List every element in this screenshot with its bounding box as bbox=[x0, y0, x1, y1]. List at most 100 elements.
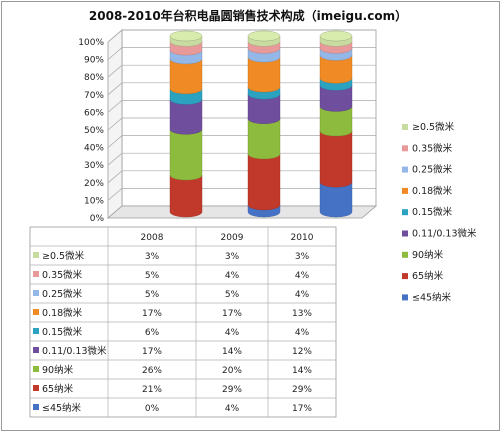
table-cell-value: 6% bbox=[145, 328, 160, 338]
table-cell-value: 12% bbox=[292, 347, 312, 357]
table-legend-swatch bbox=[33, 290, 39, 296]
legend-label: 0.15微米 bbox=[412, 206, 453, 218]
bar-stack-2009 bbox=[247, 30, 281, 218]
table-legend-swatch bbox=[33, 328, 39, 334]
x-category-label: 2009 bbox=[221, 233, 244, 243]
gridline bbox=[107, 82, 376, 96]
y-tick-label: 20% bbox=[84, 179, 104, 189]
table-legend-swatch bbox=[33, 271, 39, 277]
table-cell-value: 4% bbox=[225, 271, 240, 281]
gridline bbox=[107, 47, 376, 60]
table-cell-value: 21% bbox=[142, 385, 162, 395]
table-cell-value: 5% bbox=[225, 290, 240, 300]
table-cell-value: 20% bbox=[222, 366, 242, 376]
table-cell-value: 0% bbox=[145, 404, 160, 414]
table-cell-value: 29% bbox=[292, 385, 312, 395]
bar-top-cap-2009 bbox=[247, 30, 281, 42]
table-legend-swatch bbox=[33, 385, 39, 391]
gridline bbox=[107, 29, 376, 43]
legend-swatch bbox=[402, 124, 408, 130]
bar-stack-2008 bbox=[169, 30, 203, 218]
table-cell-value: 29% bbox=[222, 385, 242, 395]
legend: ≥0.5微米 0.35微米 0.25微米 0.18微米 0.15微米 0.11/0.13微… bbox=[402, 121, 477, 303]
gridline bbox=[107, 100, 376, 113]
chart-title: 2008-2010年台积电晶圆销售技术构成（imeigu.com） bbox=[89, 8, 407, 23]
x-category-label: 2008 bbox=[141, 233, 164, 243]
table-cell-value: 4% bbox=[295, 328, 310, 338]
legend-swatch bbox=[402, 251, 408, 258]
table-cell-value: 4% bbox=[295, 271, 310, 281]
y-tick-label: 40% bbox=[84, 144, 104, 154]
bar-segment-2009-1 bbox=[247, 153, 281, 211]
y-tick-label: 50% bbox=[84, 126, 104, 136]
table-cell-value: 5% bbox=[145, 290, 160, 300]
table-cell-value: 5% bbox=[145, 271, 160, 281]
gridline bbox=[107, 152, 376, 166]
bar-segment-2008-2 bbox=[169, 129, 203, 181]
bar-segment-2008-1 bbox=[169, 174, 203, 218]
y-tick-label: 90% bbox=[84, 56, 104, 66]
table-legend-swatch bbox=[33, 366, 39, 372]
gridline bbox=[107, 135, 376, 148]
bars bbox=[169, 30, 353, 218]
bar-segment-2009-5 bbox=[247, 57, 281, 93]
legend-swatch bbox=[402, 166, 408, 173]
bar-stack-2010 bbox=[319, 30, 353, 218]
table-row-label: 0.18微米 bbox=[42, 307, 83, 319]
table-row-label: 90纳米 bbox=[42, 364, 74, 376]
table-cell-value: 4% bbox=[225, 328, 240, 338]
y-tick-label: 30% bbox=[84, 161, 104, 171]
legend-label: ≤45纳米 bbox=[412, 291, 452, 303]
legend-swatch bbox=[402, 230, 408, 237]
table-row-label: ≤45纳米 bbox=[42, 402, 82, 414]
gridline bbox=[107, 170, 376, 184]
legend-label: 0.25微米 bbox=[412, 164, 453, 176]
table-cell-value: 17% bbox=[142, 309, 162, 319]
legend-swatch bbox=[402, 209, 408, 216]
legend-label: 0.35微米 bbox=[412, 142, 453, 154]
table-cell-value: 4% bbox=[225, 404, 240, 414]
y-tick-label: 0% bbox=[90, 214, 105, 224]
table-cell-value: 17% bbox=[292, 404, 312, 414]
legend-label: 0.18微米 bbox=[412, 185, 453, 197]
bar-segment-2008-3 bbox=[169, 99, 203, 135]
table-cell-value: 3% bbox=[295, 252, 310, 262]
table-legend-swatch bbox=[33, 404, 39, 410]
table-row-label: 0.25微米 bbox=[42, 288, 83, 300]
y-tick-label: 70% bbox=[84, 91, 104, 101]
bar-segment-2009-2 bbox=[247, 118, 281, 160]
bar-segment-2010-0 bbox=[319, 182, 353, 218]
table-cell-value: 17% bbox=[142, 347, 162, 357]
table-cell-value: 17% bbox=[222, 309, 242, 319]
y-tick-label: 10% bbox=[84, 196, 104, 206]
table-cell-value: 14% bbox=[292, 366, 312, 376]
table-cell-value: 3% bbox=[145, 252, 160, 262]
table-row-label: ≥0.5微米 bbox=[42, 250, 85, 262]
gridline bbox=[107, 64, 376, 78]
x-category-label: 2010 bbox=[291, 233, 314, 243]
legend-label: ≥0.5微米 bbox=[412, 121, 455, 133]
legend-swatch bbox=[402, 294, 408, 301]
y-tick-label: 80% bbox=[84, 73, 104, 83]
table-cell-value: 3% bbox=[225, 252, 240, 262]
table-row-label: 65纳米 bbox=[42, 383, 74, 395]
table-row-label: 0.15微米 bbox=[42, 326, 83, 338]
table-cell-value: 13% bbox=[292, 309, 312, 319]
table-row-label: 0.35微米 bbox=[42, 269, 83, 281]
legend-label: 90纳米 bbox=[412, 249, 444, 261]
y-tick-label: 100% bbox=[78, 38, 104, 48]
bar-top-cap-2010 bbox=[319, 30, 353, 42]
legend-swatch bbox=[402, 187, 408, 194]
table-cell-value: 26% bbox=[142, 366, 162, 376]
bar-top-cap-2008 bbox=[169, 30, 203, 42]
table-legend-swatch bbox=[33, 309, 39, 315]
table-cell-value: 14% bbox=[222, 347, 242, 357]
bar-segment-2008-5 bbox=[169, 58, 203, 94]
table-cell-value: 4% bbox=[295, 290, 310, 300]
bar-segment-2010-1 bbox=[319, 130, 353, 188]
legend-label: 0.11/0.13微米 bbox=[412, 228, 477, 240]
data-table: 2008 2009 2010 ≥0.5微米 3% 3% 3% 0.35微米 5% 4% 4% 0.25… bbox=[29, 226, 337, 418]
y-tick-label: 60% bbox=[84, 108, 104, 118]
table-row-label: 0.11/0.13微米 bbox=[42, 345, 107, 357]
table-legend-swatch bbox=[33, 347, 39, 353]
